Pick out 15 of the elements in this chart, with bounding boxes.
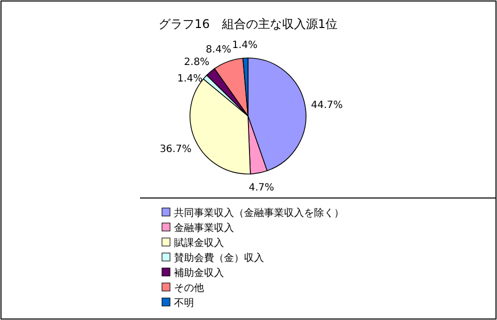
chart-title: グラフ16 組合の主な収入源1位 bbox=[158, 17, 338, 31]
data-label: 8.4% bbox=[206, 44, 232, 56]
data-label: 44.7% bbox=[310, 100, 343, 111]
legend-label: 補助金収入 bbox=[174, 267, 224, 279]
legend-label: 共同事業収入（金融事業収入を除く） bbox=[174, 207, 344, 219]
data-label: 2.8% bbox=[184, 57, 210, 68]
legend-label: 不明 bbox=[174, 298, 194, 309]
data-label: 1.4% bbox=[232, 40, 258, 52]
legend-label: 賛助会費（金）収入 bbox=[174, 252, 264, 264]
legend-label: 賦課金収入 bbox=[174, 237, 224, 249]
legend-label: その他 bbox=[174, 282, 204, 294]
data-label: 36.7% bbox=[160, 144, 192, 155]
data-label: 4.7% bbox=[248, 182, 274, 194]
data-label: 1.4% bbox=[177, 74, 203, 85]
legend-label: 金融事業収入 bbox=[174, 222, 234, 234]
